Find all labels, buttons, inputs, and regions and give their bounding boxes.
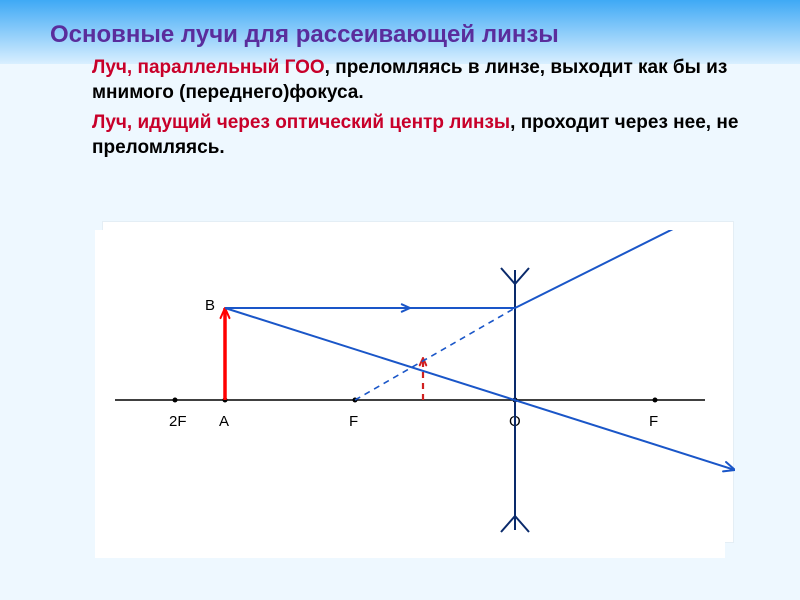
paragraph-2: Луч, идущий через оптический центр линзы…: [92, 111, 760, 160]
diagram-panel: 2FAFОFB: [95, 230, 735, 570]
paragraph-1: Луч, параллельный ГОО, преломляясь в лин…: [92, 56, 760, 105]
svg-text:F: F: [649, 413, 658, 430]
optics-diagram: 2FAFОFB: [95, 230, 735, 570]
para1-highlight: Луч, параллельный ГОО: [92, 57, 325, 78]
para2-highlight: Луч, идущий через оптический центр линзы: [92, 112, 510, 133]
slide-title: Основные лучи для рассеивающей линзы: [50, 20, 760, 50]
svg-text:F: F: [349, 413, 358, 430]
slide-content: Основные лучи для рассеивающей линзы Луч…: [0, 0, 800, 600]
svg-text:A: A: [219, 413, 229, 430]
svg-text:B: B: [205, 297, 215, 314]
svg-text:2F: 2F: [169, 413, 187, 430]
